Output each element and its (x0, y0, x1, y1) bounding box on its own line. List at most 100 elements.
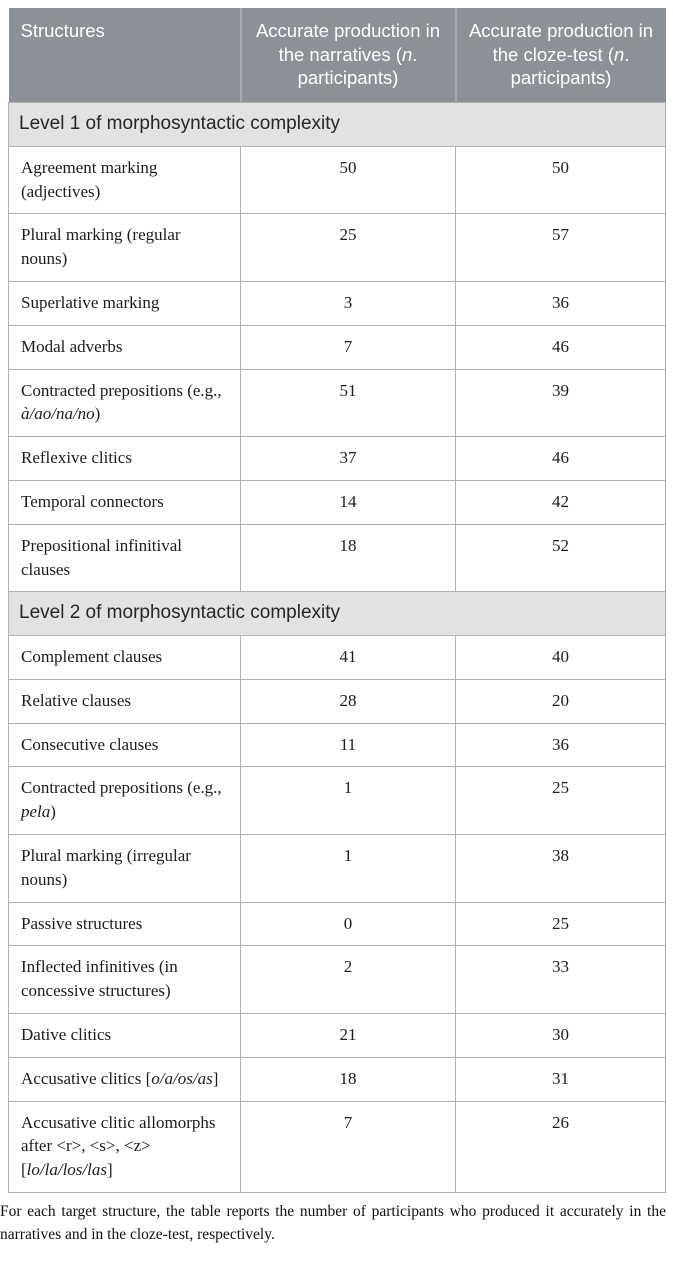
text: Consecutive clauses (21, 734, 159, 754)
table-row: Consecutive clauses 11 36 (8, 722, 666, 768)
column-header-structures: Structures (8, 8, 241, 103)
table-body: Level 1 of morphosyntactic complexity Agr… (8, 102, 666, 1194)
table-row: Reflexive clitics 37 46 (8, 436, 666, 481)
structure-cell: Superlative marking (8, 280, 241, 326)
narratives-value-cell: 7 (240, 324, 456, 370)
text: ] (106, 1160, 113, 1180)
table-row: Complement clauses 41 40 (8, 635, 666, 680)
text: Contracted prepositions (e.g., (21, 778, 222, 798)
narratives-value-cell: 1 (240, 834, 456, 903)
cloze-value-cell: 40 (455, 635, 666, 680)
cloze-value-cell: 25 (455, 766, 666, 836)
structure-cell: Contracted prepositions (e.g., à/ao/na/n… (8, 368, 241, 438)
narratives-value-cell: 21 (240, 1013, 456, 1058)
narratives-value-cell: 18 (240, 523, 456, 593)
cloze-value-cell: 52 (455, 523, 666, 593)
italic-text: n (613, 43, 625, 65)
text: Plural marking (regular nouns) (21, 225, 181, 269)
cloze-value-cell: 46 (455, 436, 666, 481)
text: Passive structures (21, 913, 143, 933)
table-row: Relative clauses 28 20 (8, 678, 666, 724)
structure-cell: Agreement marking (adjectives) (8, 145, 241, 215)
table-row: Superlative marking 3 36 (8, 280, 666, 326)
cloze-value-cell: 57 (455, 213, 666, 282)
narratives-value-cell: 1 (240, 766, 456, 836)
structure-cell: Inflected infinitives (in concessive str… (8, 945, 241, 1015)
structure-cell: Accusative clitic allomorphs after <r>, … (8, 1100, 241, 1194)
table-header: Structures Accurate production in the na… (8, 8, 666, 103)
text: . participants) (297, 43, 418, 89)
narratives-value-cell: 28 (240, 678, 456, 724)
text: . participants) (510, 43, 630, 89)
narratives-value-cell: 0 (240, 901, 456, 947)
table-row: Accusative clitics [o/a/os/as] 18 31 (8, 1056, 666, 1102)
cloze-value-cell: 39 (455, 368, 666, 438)
text: Accusative clitics [ (21, 1068, 152, 1088)
cloze-value-cell: 36 (455, 280, 666, 326)
table-row: Contracted prepositions (e.g., à/ao/na/n… (8, 368, 666, 438)
table-row: Contracted prepositions (e.g., pela) 1 25 (8, 766, 666, 836)
italic-text: à/ao/na/no (21, 404, 95, 424)
text: Agreement marking (adjectives) (21, 157, 158, 201)
narratives-value-cell: 3 (240, 280, 456, 326)
cloze-value-cell: 38 (455, 834, 666, 903)
narratives-value-cell: 25 (240, 213, 456, 282)
text: Accurate production in the cloze-test ( (468, 20, 654, 65)
text: Dative clitics (21, 1025, 112, 1045)
cloze-value-cell: 20 (455, 678, 666, 724)
narratives-value-cell: 2 (240, 945, 456, 1015)
structure-cell: Consecutive clauses (8, 722, 241, 768)
cloze-value-cell: 33 (455, 945, 666, 1015)
text: Reflexive clitics (21, 448, 132, 468)
narratives-value-cell: 50 (240, 145, 456, 215)
structure-cell: Contracted prepositions (e.g., pela) (8, 766, 241, 836)
structure-cell: Modal adverbs (8, 324, 241, 370)
cloze-value-cell: 25 (455, 901, 666, 947)
section-title: Level 2 of morphosyntactic complexity (8, 591, 666, 637)
table-row: Accusative clitic allomorphs after <r>, … (8, 1100, 666, 1194)
cloze-value-cell: 42 (455, 479, 666, 525)
text: Accurate production in the narratives ( (255, 20, 441, 65)
section-row: Level 1 of morphosyntactic complexity (8, 102, 666, 147)
narratives-value-cell: 51 (240, 368, 456, 438)
text: Modal adverbs (21, 336, 123, 356)
section-row: Level 2 of morphosyntactic complexity (8, 591, 666, 637)
table-footnote: For each target structure, the table rep… (0, 1203, 666, 1244)
text: Superlative marking (21, 292, 160, 312)
italic-text: lo/la/los/las (26, 1160, 107, 1180)
italic-text: pela (21, 802, 51, 822)
text: Relative clauses (21, 690, 131, 710)
text: ] (212, 1068, 219, 1088)
structure-cell: Prepositional infinitival clauses (8, 523, 241, 593)
structure-cell: Passive structures (8, 901, 241, 947)
structure-cell: Complement clauses (8, 635, 241, 680)
table-row: Dative clitics 21 30 (8, 1013, 666, 1058)
cloze-value-cell: 36 (455, 722, 666, 768)
structure-cell: Temporal connectors (8, 479, 241, 525)
structure-cell: Accusative clitics [o/a/os/as] (8, 1056, 241, 1102)
table-row: Temporal connectors 14 42 (8, 479, 666, 525)
text: Inflected infinitives (in concessive str… (21, 957, 178, 1001)
cloze-value-cell: 31 (455, 1056, 666, 1102)
text: Temporal connectors (21, 491, 164, 511)
cloze-value-cell: 30 (455, 1013, 666, 1058)
column-header-cloze-test: Accurate production in the cloze-test (n… (454, 8, 666, 103)
structure-cell: Plural marking (irregular nouns) (8, 834, 241, 903)
text: Accusative clitic allomorphs after <r>, … (21, 1112, 216, 1180)
table-row: Plural marking (regular nouns) 25 57 (8, 213, 666, 282)
narratives-value-cell: 14 (240, 479, 456, 525)
page: Structures Accurate production in the na… (0, 8, 666, 1244)
italic-text: o/a/os/as (151, 1068, 213, 1088)
text: Contracted prepositions (e.g., (21, 380, 222, 400)
structure-cell: Relative clauses (8, 678, 241, 724)
text: Complement clauses (21, 647, 163, 667)
italic-text: n (401, 43, 413, 65)
narratives-value-cell: 7 (240, 1100, 456, 1194)
text: Prepositional infinitival clauses (21, 535, 183, 579)
table-row: Passive structures 0 25 (8, 901, 666, 947)
narratives-value-cell: 18 (240, 1056, 456, 1102)
narratives-value-cell: 37 (240, 436, 456, 481)
cloze-value-cell: 46 (455, 324, 666, 370)
narratives-value-cell: 11 (240, 722, 456, 768)
text: ) (94, 404, 101, 424)
